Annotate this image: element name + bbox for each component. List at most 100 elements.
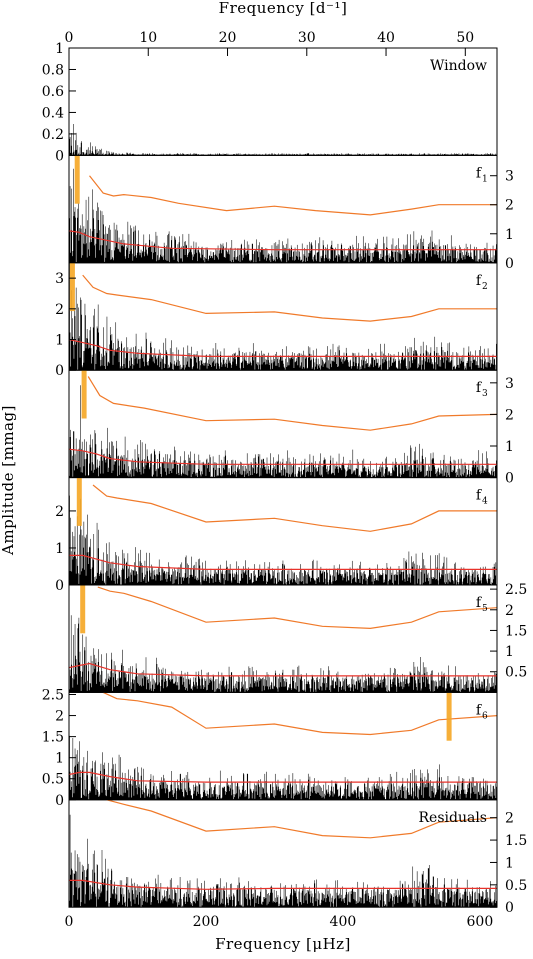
panel-label-subscript: 4 <box>482 497 488 507</box>
panel-label: f <box>476 380 483 396</box>
significance-threshold-line <box>82 274 497 322</box>
panel-label: f <box>476 273 483 289</box>
noise-level-line <box>69 771 497 783</box>
panel-label-subscript: 2 <box>482 282 488 292</box>
panel-frame <box>68 799 498 908</box>
panel-residuals: 0 0.5 1 1.5 2 Residuals <box>68 799 527 916</box>
y-tick-label: 1 <box>55 333 64 349</box>
panel-f4: 0 1 2 f 4 <box>55 477 498 594</box>
extracted-frequency-marker <box>74 155 80 204</box>
significance-threshold-line <box>102 692 497 736</box>
top-axis-label: Frequency [d⁻¹] <box>219 0 348 17</box>
y-tick-label: 1.5 <box>42 730 64 746</box>
y-tick-label: 0.2 <box>42 127 64 143</box>
amplitude-spectrum <box>69 124 497 156</box>
noise-level-line <box>69 879 497 890</box>
y-tick-label: 0 <box>55 793 64 809</box>
y-tick-label: 1 <box>505 644 514 660</box>
y-tick-label: 1.5 <box>505 623 527 639</box>
y-tick-label: 1 <box>55 751 64 767</box>
x-tick-label: 400 <box>330 914 357 930</box>
y-tick-label: 2 <box>55 302 64 318</box>
top-axis-ticks: 0 10 20 30 40 50 <box>65 30 474 56</box>
extracted-frequency-marker <box>76 477 82 526</box>
extracted-frequency-marker <box>69 262 75 312</box>
amplitude-spectrum <box>69 814 497 908</box>
noise-level-line <box>69 662 497 677</box>
noise-level-line <box>69 338 497 357</box>
y-tick-label: 2 <box>505 198 514 214</box>
extracted-frequency-marker <box>80 585 86 634</box>
y-tick-label: 2 <box>55 709 64 725</box>
y-tick-label: 2 <box>505 811 514 827</box>
panel-label-subscript: 1 <box>482 174 488 184</box>
significance-threshold-line <box>92 484 497 532</box>
y-tick-label: 2 <box>55 504 64 520</box>
y-tick-label: 0.5 <box>42 772 64 788</box>
panel-label: f <box>476 595 483 611</box>
y-tick-label: 3 <box>505 169 514 185</box>
noise-level-line <box>69 230 497 251</box>
y-tick-label: 3 <box>505 376 514 392</box>
y-tick-label: 0.8 <box>42 63 64 79</box>
amplitude-spectrum <box>69 495 497 585</box>
panel-f5: 0.5 1 1.5 2 2.5 f 5 <box>68 582 527 693</box>
y-tick-label: 1 <box>505 439 514 455</box>
y-tick-label: 1 <box>55 41 64 57</box>
bottom-axis-label: Frequency [μHz] <box>215 935 351 953</box>
noise-level-line <box>69 554 497 571</box>
amplitude-spectrum <box>69 735 497 800</box>
y-tick-label: 0.5 <box>505 665 527 681</box>
x-tick-label: 600 <box>467 914 494 930</box>
y-tick-label: 3 <box>55 271 64 287</box>
significance-threshold-line <box>97 586 497 630</box>
x-tick-label: 0 <box>65 914 74 930</box>
y-tick-label: 0 <box>55 578 64 594</box>
y-tick-label: 0.6 <box>42 84 64 100</box>
significance-threshold-line <box>106 799 497 839</box>
panel-label-subscript: 5 <box>482 604 488 614</box>
panel-label: f <box>476 702 483 718</box>
panel-label: f <box>476 488 483 504</box>
y-tick-label: 0 <box>505 471 514 487</box>
panel-f6: 0 0.5 1 1.5 2 2.5 f 6 <box>42 688 498 809</box>
y-tick-label: 1 <box>505 227 514 243</box>
panel-label: Window <box>430 58 487 74</box>
y-tick-label: 0.4 <box>42 105 64 121</box>
amplitude-spectrum <box>69 615 497 693</box>
noise-level-line <box>69 448 497 465</box>
amplitude-spectrum <box>69 168 497 263</box>
extracted-frequency-marker <box>446 692 452 741</box>
y-axis-label: Amplitude [mmag] <box>0 405 17 556</box>
y-tick-label: 1 <box>55 541 64 557</box>
y-tick-label: 0 <box>55 148 64 164</box>
panel-label: Residuals <box>419 810 487 826</box>
top-tick-label: 20 <box>219 30 237 46</box>
top-tick-label: 30 <box>298 30 316 46</box>
y-tick-label: 1.5 <box>505 833 527 849</box>
panel-label-subscript: 6 <box>482 711 488 721</box>
top-tick-label: 40 <box>377 30 395 46</box>
panel-label-subscript: 3 <box>482 389 488 399</box>
y-tick-label: 0.5 <box>505 878 527 894</box>
y-tick-label: 2 <box>505 603 514 619</box>
significance-threshold-line <box>87 376 497 431</box>
panel-label: f <box>476 165 483 181</box>
y-tick-label: 0 <box>505 256 514 272</box>
x-tick-label: 200 <box>193 914 220 930</box>
bottom-axis-ticks: 0 200 400 600 <box>65 899 494 930</box>
significance-threshold-line <box>89 175 497 216</box>
top-tick-label: 50 <box>456 30 474 46</box>
y-tick-label: 2.5 <box>505 582 527 598</box>
extracted-frequency-marker <box>81 370 87 419</box>
top-tick-label: 10 <box>139 30 157 46</box>
y-tick-label: 0 <box>55 363 64 379</box>
y-tick-label: 2.5 <box>42 688 64 704</box>
y-tick-label: 0 <box>505 900 514 916</box>
top-tick-label: 0 <box>65 30 74 46</box>
panel-window: 0 0.2 0.4 0.6 0.8 1 Window <box>42 41 498 164</box>
